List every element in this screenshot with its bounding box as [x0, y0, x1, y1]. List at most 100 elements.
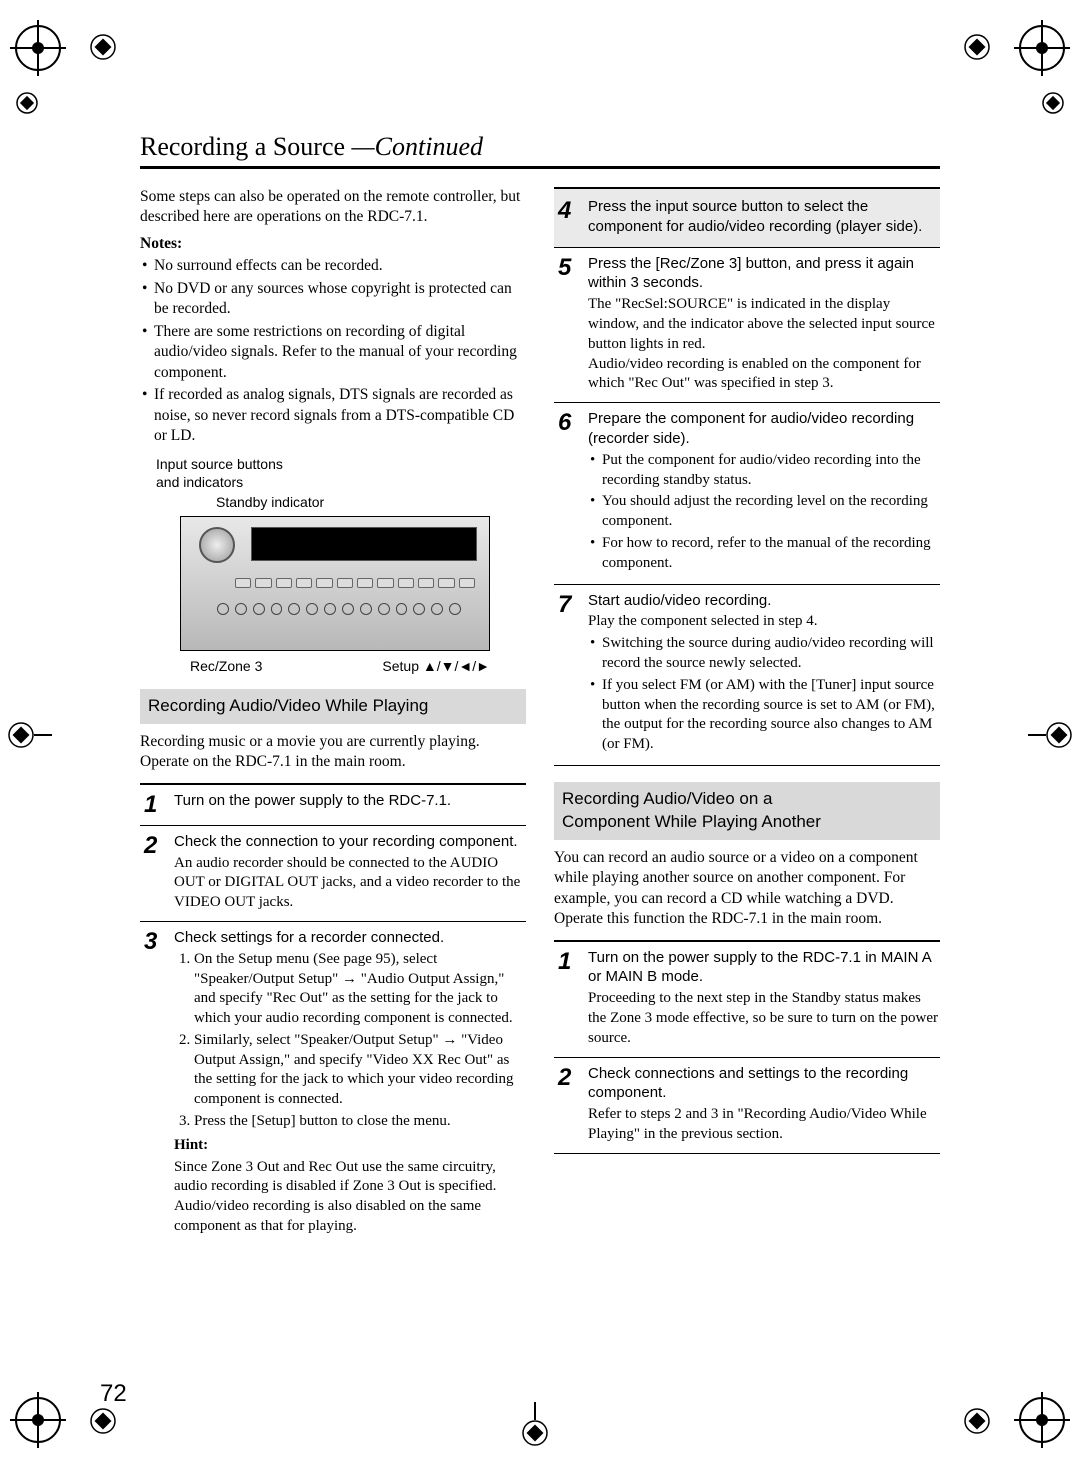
step-number: 2: [140, 832, 174, 913]
notes-label: Notes:: [140, 234, 526, 254]
step-3: 3 Check settings for a recorder connecte…: [140, 922, 526, 1245]
step-5: 5 Press the [Rec/Zone 3] button, and pre…: [554, 248, 940, 404]
steps-left: 1 Turn on the power supply to the RDC-7.…: [140, 783, 526, 1245]
step-number: 2: [554, 1064, 588, 1145]
title-continued: —Continued: [352, 132, 483, 161]
crop-mark-tl: [8, 18, 68, 78]
step-text: Refer to steps 2 and 3 in "Recording Aud…: [588, 1105, 940, 1145]
step-body: Check connections and settings to the re…: [588, 1064, 940, 1145]
step-title: Check settings for a recorder connected.: [174, 928, 526, 948]
step-body: Prepare the component for audio/video re…: [588, 409, 940, 575]
diagram-label-line1: Input source buttons: [156, 456, 283, 472]
section-b-title-line2: Component While Playing Another: [562, 812, 821, 831]
step-title: Check the connection to your recording c…: [174, 832, 526, 852]
left-column: Some steps can also be operated on the r…: [140, 187, 526, 1245]
step-number: 3: [140, 928, 174, 1237]
steps-right-bottom: 1 Turn on the power supply to the RDC-7.…: [554, 940, 940, 1154]
section-b-intro: You can record an audio source or a vide…: [554, 848, 940, 930]
step-text: The "RecSel:SOURCE" is indicated in the …: [588, 295, 940, 394]
step-body: Turn on the power supply to the RDC-7.1 …: [588, 948, 940, 1049]
hint-label: Hint:: [174, 1136, 526, 1156]
step-body: Check settings for a recorder connected.…: [174, 928, 526, 1237]
reg-mark-top-left: [88, 32, 118, 62]
step-b2: 2 Check connections and settings to the …: [554, 1058, 940, 1154]
section-b-title-line1: Recording Audio/Video on a: [562, 789, 772, 808]
diagram-label-reczone: Rec/Zone 3: [190, 657, 262, 675]
reg-mark-side-mr: [1028, 720, 1074, 750]
page-header: Recording a Source —Continued: [140, 132, 940, 169]
step-title: Prepare the component for audio/video re…: [588, 409, 940, 449]
step-body: Press the input source button to select …: [588, 197, 940, 237]
crop-mark-tr: [1012, 18, 1072, 78]
page-title: Recording a Source —Continued: [140, 132, 483, 161]
steps-right-top: 4 Press the input source button to selec…: [554, 187, 940, 766]
step-bullet-item: Switching the source during audio/video …: [588, 634, 940, 674]
step-number: 6: [554, 409, 588, 575]
step-body: Turn on the power supply to the RDC-7.1.: [174, 791, 526, 817]
crop-mark-bl: [8, 1390, 68, 1450]
step-4: 4 Press the input source button to selec…: [554, 189, 940, 248]
section-b-heading: Recording Audio/Video on a Component Whi…: [554, 782, 940, 840]
reg-mark-bottom-right: [962, 1406, 992, 1436]
step-7: 7 Start audio/video recording. Play the …: [554, 585, 940, 766]
step-ordered-list: On the Setup menu (See page 95), select …: [174, 950, 526, 1132]
section-a-heading: Recording Audio/Video While Playing: [140, 689, 526, 723]
step-bullet-item: If you select FM (or AM) with the [Tuner…: [588, 676, 940, 755]
diagram-illustration: [180, 516, 490, 651]
step-bullet-list: Switching the source during audio/video …: [588, 634, 940, 755]
diagram-label-line2: and indicators: [156, 474, 243, 490]
reg-mark-bottom-left: [88, 1406, 118, 1436]
diagram-knob-icon: [199, 527, 235, 563]
note-item: There are some restrictions on recording…: [140, 322, 526, 383]
step-ol-item: On the Setup menu (See page 95), select …: [194, 950, 526, 1029]
hint-text: Since Zone 3 Out and Rec Out use the sam…: [174, 1158, 526, 1237]
step-text: An audio recorder should be connected to…: [174, 854, 526, 913]
step-body: Press the [Rec/Zone 3] button, and press…: [588, 254, 940, 395]
step-bullet-list: Put the component for audio/video record…: [588, 451, 940, 574]
two-columns: Some steps can also be operated on the r…: [140, 187, 940, 1245]
step-bullet-item: You should adjust the recording level on…: [588, 492, 940, 532]
step-bullet-item: For how to record, refer to the manual o…: [588, 534, 940, 574]
note-item: No surround effects can be recorded.: [140, 256, 526, 276]
step-b1: 1 Turn on the power supply to the RDC-7.…: [554, 942, 940, 1058]
step-title: Turn on the power supply to the RDC-7.1.: [174, 791, 526, 811]
notes-list: No surround effects can be recorded. No …: [140, 256, 526, 446]
step-text: Proceeding to the next step in the Stand…: [588, 989, 940, 1048]
reg-mark-bottom-center: [520, 1402, 550, 1448]
step-title: Turn on the power supply to the RDC-7.1 …: [588, 948, 940, 988]
step-title: Check connections and settings to the re…: [588, 1064, 940, 1104]
left-intro: Some steps can also be operated on the r…: [140, 187, 526, 228]
reg-mark-side-tr: [1040, 90, 1066, 116]
note-item: No DVD or any sources whose copyright is…: [140, 279, 526, 320]
diagram-bottom-labels: Rec/Zone 3 Setup ▲/▼/◄/►: [190, 657, 490, 675]
step-ol-item: Press the [Setup] button to close the me…: [194, 1112, 526, 1132]
reg-mark-top-right: [962, 32, 992, 62]
reg-mark-side-tl: [14, 90, 40, 116]
diagram-label-inputs: Input source buttons and indicators: [140, 456, 526, 491]
note-item: If recorded as analog signals, DTS signa…: [140, 385, 526, 446]
device-diagram: Input source buttons and indicators Stan…: [140, 456, 526, 675]
step-ol-item: Similarly, select "Speaker/Output Setup"…: [194, 1031, 526, 1110]
diagram-display-icon: [251, 527, 477, 561]
step-body: Start audio/video recording. Play the co…: [588, 591, 940, 757]
step-number: 1: [140, 791, 174, 817]
step-number: 7: [554, 591, 588, 757]
step-text: Play the component selected in step 4.: [588, 612, 940, 632]
step-2: 2 Check the connection to your recording…: [140, 826, 526, 922]
step-bullet-item: Put the component for audio/video record…: [588, 451, 940, 491]
crop-mark-br: [1012, 1390, 1072, 1450]
step-number: 4: [554, 197, 588, 237]
page-content: Recording a Source —Continued Some steps…: [140, 132, 940, 1245]
step-title: Press the input source button to select …: [588, 197, 940, 237]
diagram-dot-row-icon: [217, 603, 461, 617]
step-number: 1: [554, 948, 588, 1049]
reg-mark-side-ml: [6, 720, 52, 750]
diagram-label-standby: Standby indicator: [140, 493, 526, 511]
step-title: Press the [Rec/Zone 3] button, and press…: [588, 254, 940, 294]
diagram-button-row-icon: [235, 573, 475, 593]
step-1: 1 Turn on the power supply to the RDC-7.…: [140, 785, 526, 826]
step-title: Start audio/video recording.: [588, 591, 940, 611]
step-body: Check the connection to your recording c…: [174, 832, 526, 913]
section-a-intro: Recording music or a movie you are curre…: [140, 732, 526, 773]
title-text: Recording a Source: [140, 132, 345, 161]
